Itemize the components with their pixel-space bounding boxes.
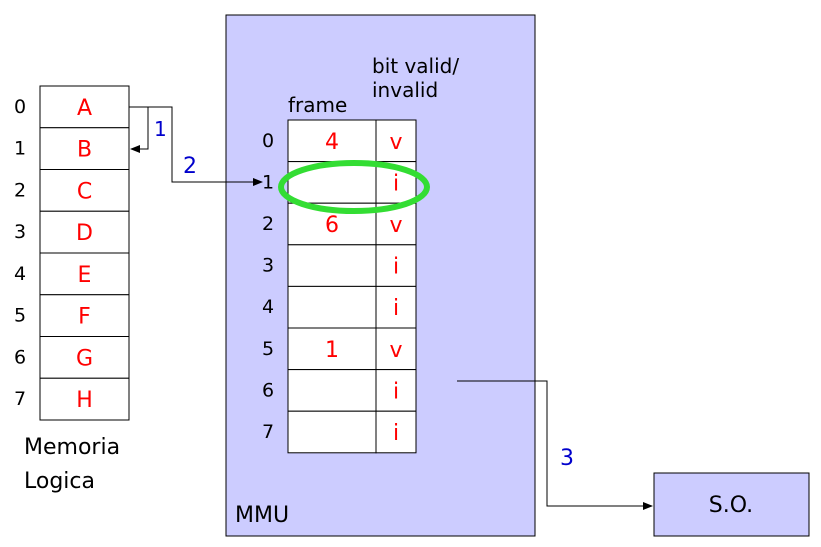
valid-bit: v [389, 130, 402, 155]
logical-page-index: 7 [14, 388, 26, 410]
step1-label: 1 [154, 117, 167, 141]
valid-bit: v [389, 338, 402, 363]
page-table-index: 5 [262, 338, 274, 360]
frame-number: 4 [325, 130, 339, 155]
bit-header-line2: invalid [372, 78, 438, 102]
logical-page-value: D [76, 221, 93, 246]
mmu-label: MMU [235, 503, 289, 528]
page-table-index: 7 [262, 421, 274, 443]
os-box [653, 472, 810, 537]
logical-page-value: F [78, 305, 91, 330]
valid-bit: v [389, 213, 402, 238]
frame-cell [287, 369, 377, 412]
page-table-index: 4 [262, 296, 274, 318]
logical-memory: A 0 B 1 C 2 D 3 E 4 F 5 G 6 H 7 [14, 85, 130, 421]
logical-page-value: C [77, 179, 92, 204]
bit-cell [375, 244, 417, 287]
step1-arrow [129, 106, 149, 153]
valid-bit: i [393, 296, 399, 321]
logical-page-index: 4 [14, 263, 26, 285]
logical-page-index: 5 [14, 305, 26, 327]
logical-page-index: 3 [14, 221, 26, 243]
logical-memory-cell [39, 210, 130, 254]
logical-page-index: 2 [14, 179, 26, 201]
logical-page-value: B [77, 138, 92, 163]
valid-bit: i [393, 421, 399, 446]
page-table: 4 v 0 i 1 6 v 2 i 3 i 4 1 v 5 i 6 i 7 [262, 119, 417, 454]
logical-memory-label-line1: Memoria [24, 435, 120, 460]
frame-number: 1 [325, 338, 339, 363]
logical-page-value: E [78, 263, 92, 288]
valid-bit: i [393, 255, 399, 280]
frame-cell [287, 410, 377, 454]
page-table-index: 6 [262, 379, 274, 401]
frame-number: 6 [325, 213, 339, 238]
bit-cell [375, 285, 417, 329]
logical-memory-cell [39, 169, 130, 212]
logical-page-value: H [76, 388, 93, 413]
bit-cell [375, 327, 417, 371]
bit-cell [375, 410, 417, 454]
valid-bit: i [393, 171, 399, 196]
logical-memory-cell [39, 252, 130, 296]
logical-page-value: A [77, 96, 92, 121]
frame-cell [287, 327, 377, 371]
logical-page-value: G [76, 346, 93, 371]
frame-header: frame [288, 93, 347, 117]
step3-label: 3 [560, 446, 574, 471]
step2-label: 2 [183, 154, 197, 179]
step2-arrow [129, 106, 263, 186]
page-table-index: 2 [262, 213, 274, 235]
os-label: S.O. [709, 493, 753, 518]
logical-memory-cell [39, 127, 130, 170]
logical-page-index: 6 [14, 346, 26, 368]
page-table-index: 0 [262, 130, 274, 152]
logical-memory-cell [39, 294, 130, 337]
frame-cell [287, 285, 377, 329]
frame-cell [287, 119, 377, 163]
logical-memory-cell [39, 377, 130, 421]
step3-arrow [457, 380, 653, 510]
logical-page-index: 0 [14, 96, 26, 118]
bit-cell [375, 369, 417, 412]
logical-memory-label-line2: Logica [24, 469, 95, 494]
frame-cell [287, 244, 377, 287]
page-table-index: 1 [262, 171, 274, 193]
page-table-index: 3 [262, 255, 274, 277]
bit-header-line1: bit valid/ [372, 54, 459, 78]
logical-page-index: 1 [14, 138, 26, 160]
invalid-entry-highlight [278, 160, 430, 214]
logical-memory-cell [39, 336, 130, 379]
valid-bit: i [393, 379, 399, 404]
